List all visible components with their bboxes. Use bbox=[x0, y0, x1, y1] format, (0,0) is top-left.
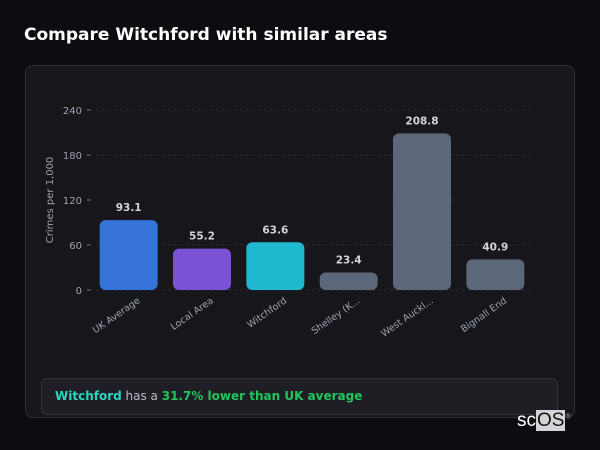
summary-box: Witchford has a 31.7% lower than UK aver… bbox=[41, 378, 558, 415]
bar-value-label: 55.2 bbox=[189, 231, 215, 243]
x-tick-label: West Auckl... bbox=[379, 295, 436, 339]
bar-value-label: 93.1 bbox=[116, 202, 142, 214]
x-tick-label: UK Average bbox=[91, 295, 143, 336]
bar-value-label: 63.6 bbox=[262, 224, 288, 236]
y-tick-label: 60 bbox=[69, 241, 82, 252]
summary-middle: has a bbox=[121, 389, 162, 403]
bar[interactable] bbox=[246, 242, 305, 290]
bar[interactable] bbox=[99, 220, 158, 290]
bar-value-label: 208.8 bbox=[405, 115, 438, 127]
y-tick-label: 240 bbox=[63, 106, 82, 117]
y-axis-label: Crimes per 1,000 bbox=[45, 157, 56, 244]
x-tick-label: Shelley (K... bbox=[310, 295, 363, 337]
y-tick-label: 180 bbox=[63, 151, 82, 162]
y-tick-label: 0 bbox=[76, 286, 82, 297]
summary-stat: 31.7% lower than UK average bbox=[161, 389, 363, 403]
bar[interactable] bbox=[319, 272, 378, 290]
x-tick-label: Bignall End bbox=[459, 295, 509, 335]
x-tick-label: Local Area bbox=[169, 295, 216, 332]
bar-value-label: 23.4 bbox=[336, 254, 362, 266]
bar[interactable] bbox=[173, 248, 231, 290]
bar-value-label: 40.9 bbox=[482, 241, 508, 253]
bar[interactable] bbox=[466, 259, 525, 290]
bar[interactable] bbox=[393, 133, 451, 290]
scos-logo: scOS® bbox=[517, 410, 571, 431]
page-title: Compare Witchford with similar areas bbox=[24, 25, 388, 45]
summary-place: Witchford bbox=[55, 389, 122, 403]
x-tick-label: Witchford bbox=[245, 295, 289, 330]
y-tick-label: 120 bbox=[63, 196, 82, 207]
